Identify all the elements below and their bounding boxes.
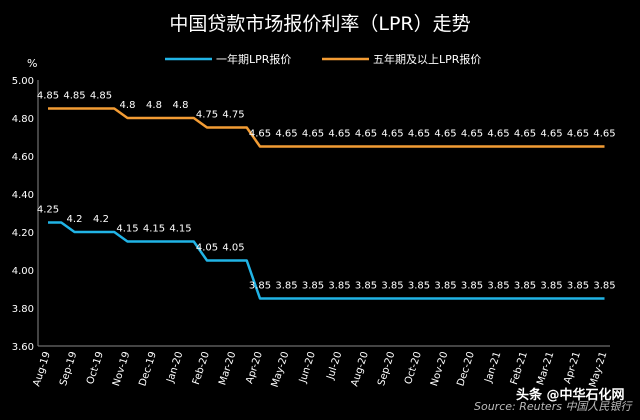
series-line-0: [48, 221, 605, 300]
data-label: 4.65: [514, 129, 536, 140]
data-label: 3.85: [302, 281, 324, 292]
data-label: 4.65: [355, 129, 377, 140]
y-tick-labels: 3.60 3.80 4.00 4.20 4.40 4.60 4.80 5.00: [12, 76, 34, 353]
chart-title: 中国贷款市场报价利率（LPR）走势: [169, 13, 470, 35]
data-label: 4.65: [275, 129, 297, 140]
data-label: 4.2: [93, 214, 109, 225]
y-tick-label: 3.80: [12, 304, 34, 315]
y-tick-label: 4.80: [12, 114, 34, 125]
data-labels: 4.25 4.2 4.2 4.15 4.15 4.15 4.05 4.05 3.85 3.85 3.…: [37, 91, 616, 292]
y-tick-label: 5.00: [12, 76, 34, 87]
data-label: 3.85: [593, 281, 615, 292]
data-label: 3.85: [275, 281, 297, 292]
y-tick-label: 4.60: [12, 152, 34, 163]
data-label: 3.85: [567, 281, 589, 292]
data-label: 4.85: [37, 91, 59, 102]
data-label: 4.8: [173, 100, 189, 111]
legend: 一年期LPR报价 五年期及以上LPR报价: [165, 52, 481, 66]
data-label: 3.85: [381, 281, 403, 292]
y-axis-unit: %: [27, 57, 37, 70]
data-label: 4.65: [487, 129, 509, 140]
data-label: 3.85: [328, 281, 350, 292]
y-tick-label: 4.20: [12, 228, 34, 239]
data-label: 4.65: [408, 129, 430, 140]
data-label: 4.65: [593, 129, 615, 140]
y-tick-label: 4.00: [12, 266, 34, 277]
data-label: 3.85: [408, 281, 430, 292]
data-label: 4.65: [328, 129, 350, 140]
data-label: 4.05: [222, 243, 244, 254]
legend-label-one-year: 一年期LPR报价: [216, 52, 291, 66]
series-line-1: [48, 107, 605, 148]
data-label: 4.65: [461, 129, 483, 140]
data-label: 4.15: [116, 224, 138, 235]
data-label: 4.2: [67, 214, 83, 225]
watermark: 头条 @中华石化网: [516, 387, 625, 403]
data-label: 3.85: [514, 281, 536, 292]
legend-label-five-year: 五年期及以上LPR报价: [373, 52, 481, 66]
data-label: 3.85: [249, 281, 271, 292]
data-label: 4.15: [169, 224, 191, 235]
data-label: 4.85: [63, 91, 85, 102]
data-label: 4.8: [146, 100, 162, 111]
data-label: 4.65: [434, 129, 456, 140]
data-label: 4.65: [249, 129, 271, 140]
data-label: 4.65: [540, 129, 562, 140]
data-label: 4.75: [196, 110, 218, 121]
data-label: 4.65: [567, 129, 589, 140]
series-lines: [48, 107, 605, 300]
data-label: 3.85: [355, 281, 377, 292]
y-tick-label: 3.60: [12, 342, 34, 353]
data-label: 3.85: [487, 281, 509, 292]
data-label: 4.75: [222, 110, 244, 121]
y-tick-label: 4.40: [12, 190, 34, 201]
data-label: 4.85: [90, 91, 112, 102]
source-note: Source: Reuters 中国人民银行: [474, 400, 633, 413]
data-label: 3.85: [434, 281, 456, 292]
data-label: 3.85: [540, 281, 562, 292]
data-label: 4.25: [37, 205, 59, 216]
data-label: 3.85: [461, 281, 483, 292]
data-label: 4.8: [120, 100, 136, 111]
data-label: 4.05: [196, 243, 218, 254]
data-label: 4.15: [143, 224, 165, 235]
data-label: 4.65: [381, 129, 403, 140]
data-label: 4.65: [302, 129, 324, 140]
